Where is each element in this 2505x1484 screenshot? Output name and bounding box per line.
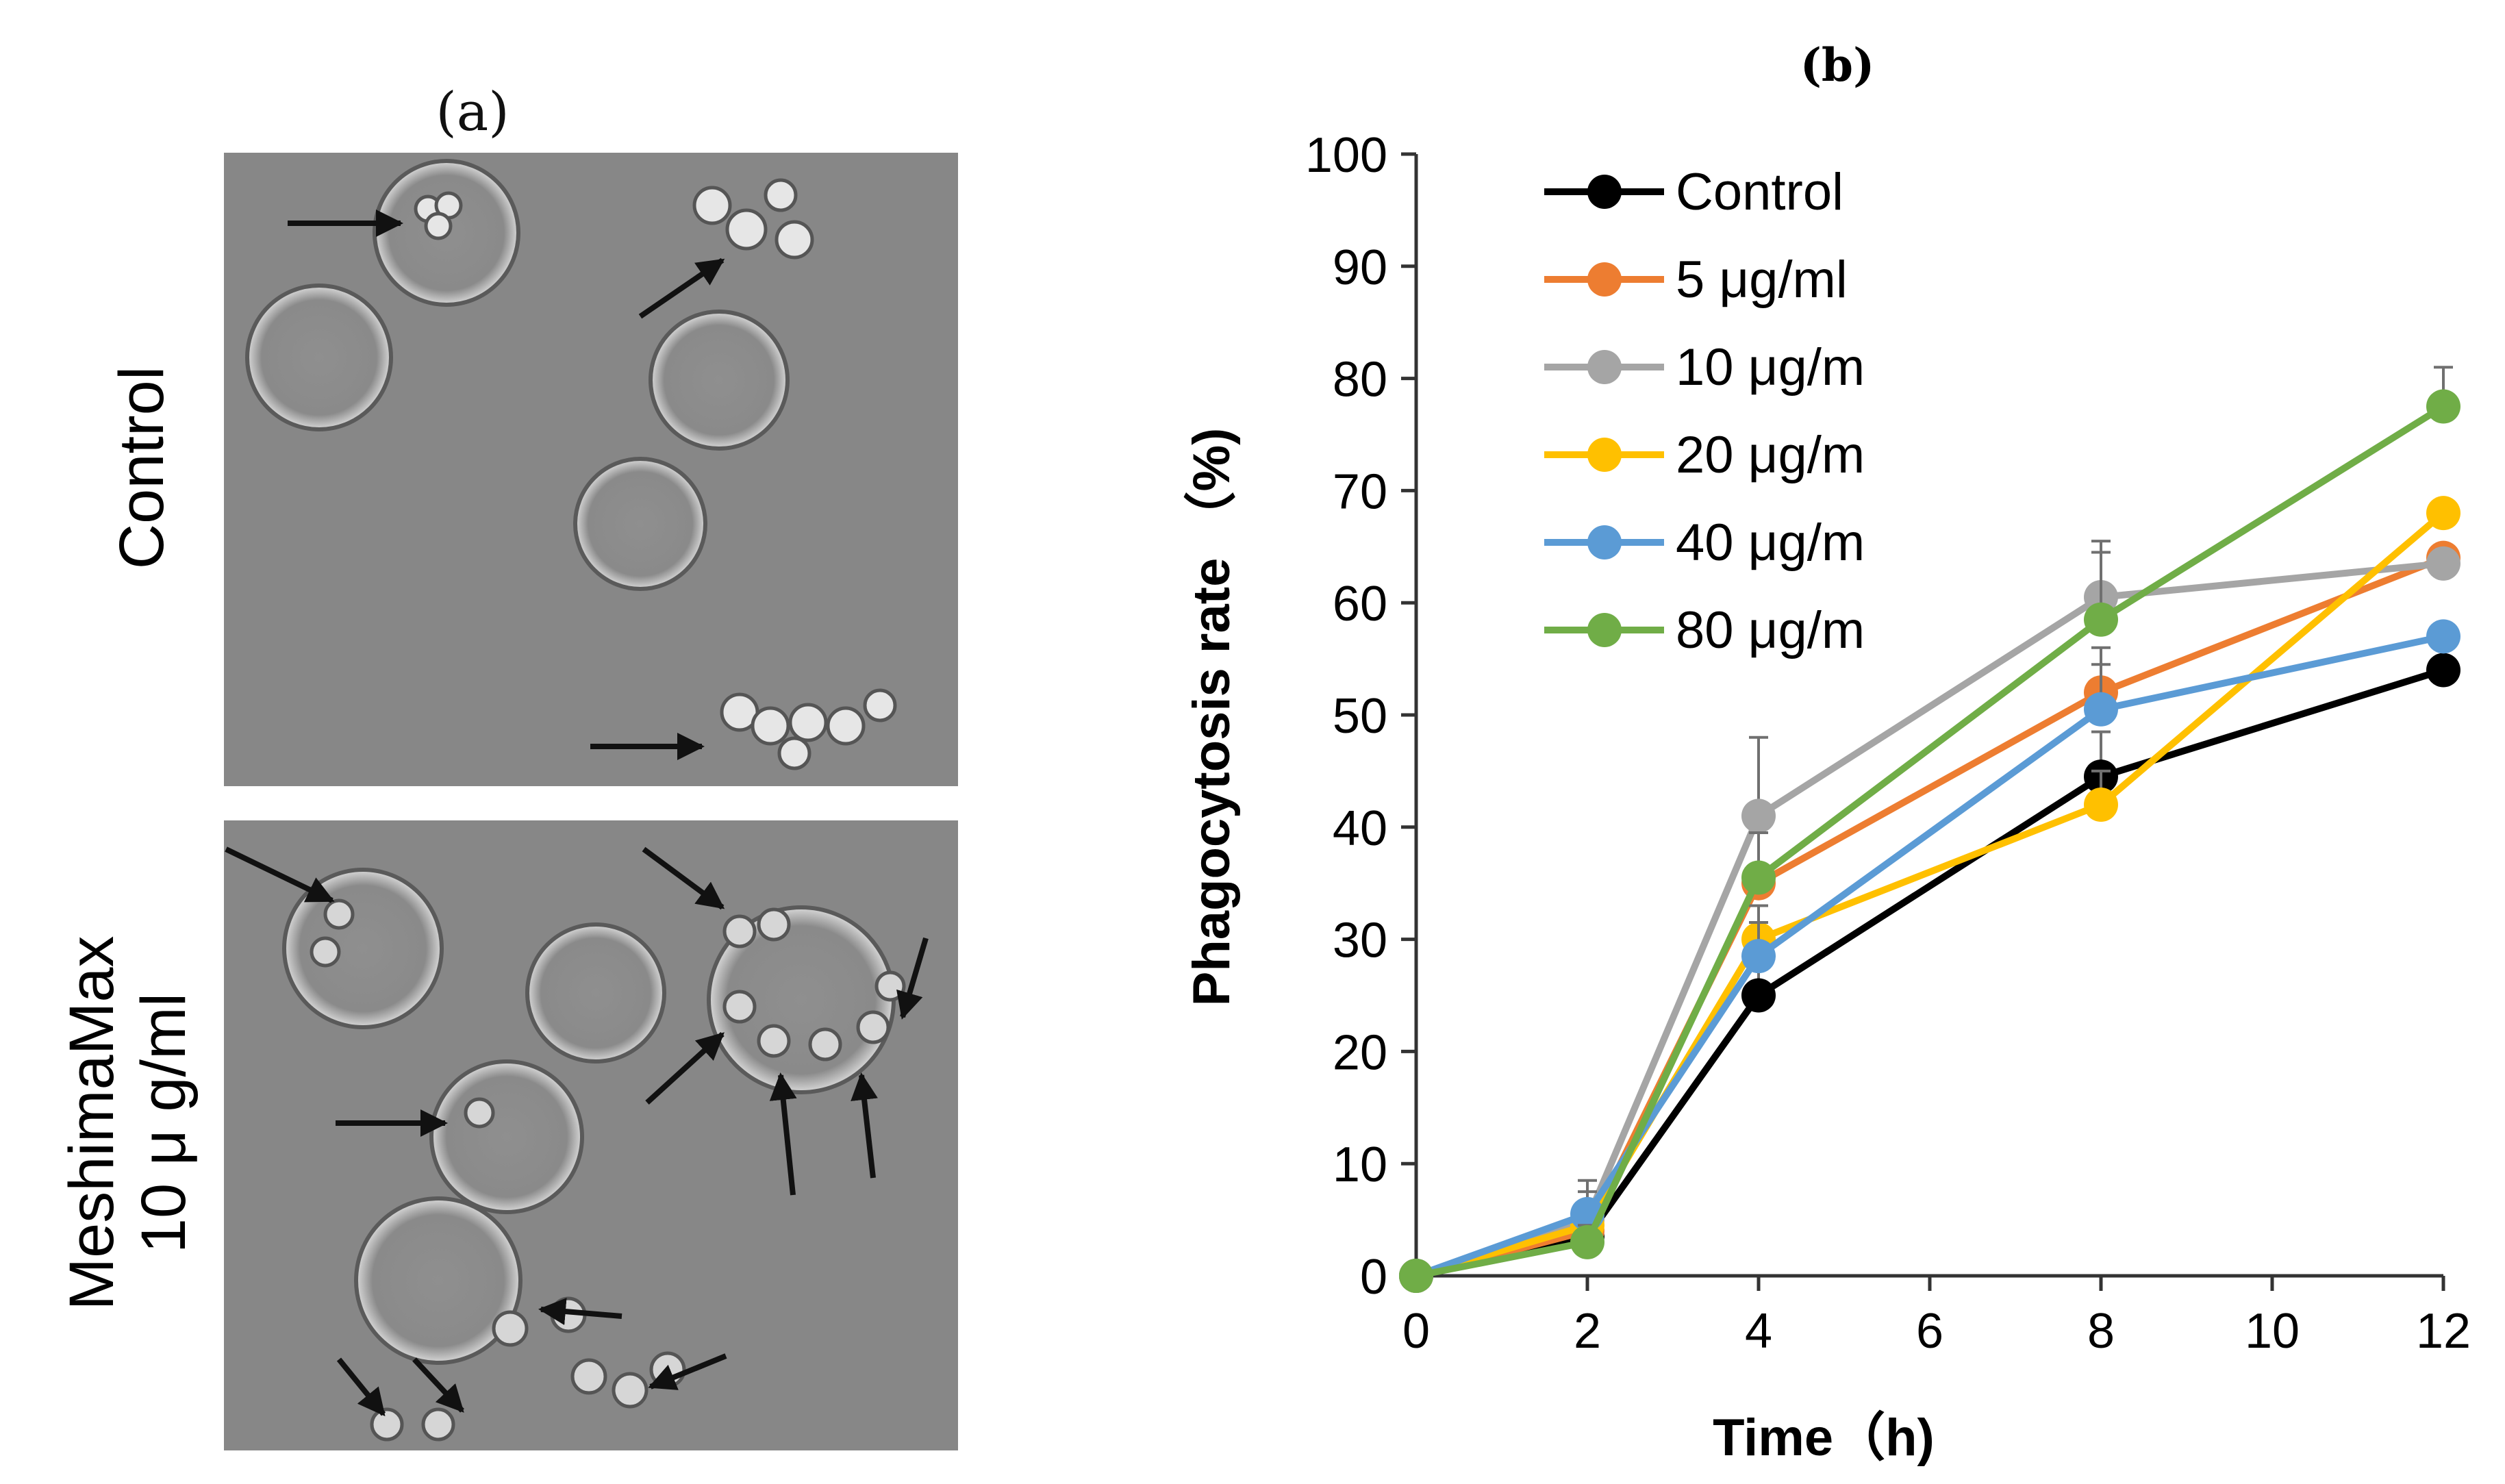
series-line	[1415, 633, 2445, 1279]
legend-item: 40 μg/m	[1544, 514, 1865, 572]
treatment-row-label-line2: 10 μ g/ml	[129, 993, 199, 1253]
cell	[649, 310, 790, 451]
data-point	[2426, 619, 2460, 654]
series-layer	[1399, 366, 2460, 1293]
chart-title: (b)	[1800, 38, 1875, 92]
legend-label: Control	[1676, 163, 1843, 221]
y-tick-label: 70	[1333, 464, 1387, 519]
x-tick-label: 6	[1916, 1304, 1943, 1359]
yeast-cluster	[414, 178, 897, 770]
data-point	[2084, 602, 2118, 637]
control-row-label: Control	[107, 366, 177, 570]
legend-item: 10 μg/m	[1544, 338, 1865, 397]
arrow-markers	[288, 210, 725, 760]
legend-item: 5 μg/ml	[1544, 251, 1848, 309]
data-point	[2426, 496, 2460, 531]
y-tick-label: 60	[1333, 577, 1387, 631]
series-line	[1415, 403, 2445, 1279]
data-point	[1741, 939, 1776, 974]
data-point	[1741, 798, 1776, 833]
panel-a-label: (a)	[436, 81, 509, 143]
legend-swatch-marker	[1587, 262, 1622, 297]
x-tick-label: 10	[2245, 1304, 2300, 1359]
legend-label: 40 μg/m	[1676, 514, 1865, 572]
legend-swatch-marker	[1587, 525, 1622, 559]
x-tick-label: 12	[2416, 1304, 2471, 1359]
y-tick-label: 50	[1333, 689, 1387, 744]
data-point	[1570, 1224, 1604, 1259]
y-tick-label: 30	[1333, 914, 1387, 968]
x-tick-label: 8	[2087, 1304, 2115, 1359]
data-point	[2426, 389, 2460, 424]
legend-label: 20 μg/m	[1676, 426, 1865, 484]
y-tick-label: 0	[1360, 1250, 1387, 1305]
y-tick-label: 90	[1333, 240, 1387, 295]
y-tick-label: 10	[1333, 1137, 1387, 1192]
series-line	[1415, 666, 2445, 1279]
y-tick-label: 40	[1333, 801, 1387, 856]
x-tick-label: 0	[1402, 1304, 1430, 1359]
cell	[245, 284, 393, 431]
treatment-row-label-line1: MeshimaMax	[57, 935, 127, 1310]
series-line	[1415, 555, 2445, 1279]
x-tick-label: 4	[1745, 1304, 1772, 1359]
series-2	[1399, 540, 2460, 1293]
legend-swatch-marker	[1587, 175, 1622, 209]
legend-swatch-marker	[1587, 613, 1622, 647]
series-1	[1399, 540, 2460, 1293]
arrow-markers	[225, 846, 929, 1417]
y-axis-label: Phagocytosis rate （%)	[1183, 428, 1241, 1007]
legend: Control 5 μg/ml 10 μg/m 20 μg/m 40 μg/m 80 μg…	[1544, 163, 1865, 659]
cell	[429, 1059, 584, 1214]
series-4	[1399, 619, 2460, 1293]
panel-a: (a) Control MeshimaMax 10 μ g/ml	[57, 81, 958, 1450]
data-point	[2084, 692, 2118, 727]
series-5	[1399, 366, 2460, 1293]
x-tick-label: 2	[1574, 1304, 1601, 1359]
data-point	[2084, 788, 2118, 822]
y-tick-label: 100	[1305, 128, 1387, 183]
legend-swatch-marker	[1587, 438, 1622, 472]
treatment-micrograph	[224, 820, 958, 1450]
panel-b-chart: (b) Phagocytosis rate （%) Time（h) 010203…	[1183, 38, 2471, 1467]
legend-label: 80 μg/m	[1676, 601, 1865, 659]
cell	[354, 1196, 523, 1365]
x-axis-label: Time（h)	[1713, 1409, 1935, 1467]
data-point	[1741, 978, 1776, 1013]
cell	[525, 922, 666, 1064]
y-ticks: 0 10 20 30 40 50 60 70 80 90 100	[1305, 128, 1416, 1305]
cell	[282, 868, 444, 1029]
legend-label: 5 μg/ml	[1676, 251, 1848, 309]
legend-item: Control	[1544, 163, 1843, 221]
data-point	[2426, 546, 2460, 581]
y-tick-label: 20	[1333, 1025, 1387, 1080]
legend-item: 20 μg/m	[1544, 426, 1865, 484]
control-micrograph	[224, 153, 958, 786]
y-tick-label: 80	[1333, 353, 1387, 407]
legend-item: 80 μg/m	[1544, 601, 1865, 659]
legend-swatch-marker	[1587, 350, 1622, 384]
data-point	[1399, 1259, 1433, 1293]
legend-label: 10 μg/m	[1676, 338, 1865, 397]
data-point	[1741, 860, 1776, 895]
cell	[573, 457, 707, 591]
data-point	[2426, 653, 2460, 688]
x-ticks: 0 2 4 6 8 10 12	[1402, 1276, 2471, 1359]
